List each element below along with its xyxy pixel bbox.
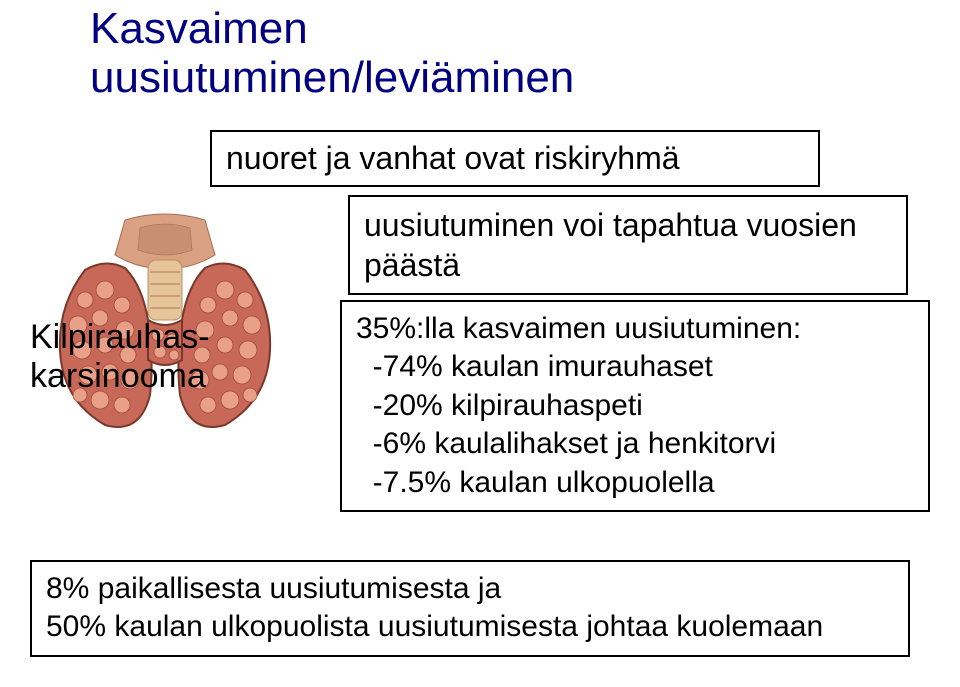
slide-title: Kasvaimen uusiutuminen/leviäminen: [90, 4, 574, 103]
recurrence-line-2: päästä: [364, 247, 460, 283]
mortality-box: 8% paikallisesta uusiutumisesta ja 50% k…: [30, 560, 910, 657]
death-line-1: 8% paikallisesta uusiutumisesta ja: [46, 572, 501, 605]
recurrence-line-1: uusiutuminen voi tapahtua vuosien: [364, 207, 857, 243]
label-line-2: karsinooma: [30, 357, 206, 395]
slide: Kasvaimen uusiutuminen/leviäminen nuoret…: [0, 0, 960, 687]
stats-line-5: -7.5% kaulan ulkopuolella: [373, 466, 715, 499]
subtitle-text: nuoret ja vanhat ovat riskiryhmä: [226, 140, 680, 176]
stats-line-1: 35%:lla kasvaimen uusiutuminen:: [356, 312, 801, 345]
title-line-1: Kasvaimen: [90, 4, 308, 53]
death-line-2: 50% kaulan ulkopuolista uusiutumisesta j…: [46, 610, 823, 643]
stats-line-3: -20% kilpirauhaspeti: [373, 389, 643, 422]
label-line-1: Kilpirauhas-: [30, 318, 210, 356]
subtitle-box: nuoret ja vanhat ovat riskiryhmä: [210, 130, 820, 187]
stats-box: 35%:lla kasvaimen uusiutuminen: -74% kau…: [340, 300, 930, 512]
illustration-label: Kilpirauhas- karsinooma: [30, 318, 210, 396]
title-line-2: uusiutuminen/leviäminen: [90, 53, 574, 102]
stats-line-4: -6% kaulalihakset ja henkitorvi: [373, 427, 777, 460]
stats-line-2: -74% kaulan imurauhaset: [373, 350, 713, 383]
recurrence-box: uusiutuminen voi tapahtua vuosien päästä: [348, 195, 908, 295]
